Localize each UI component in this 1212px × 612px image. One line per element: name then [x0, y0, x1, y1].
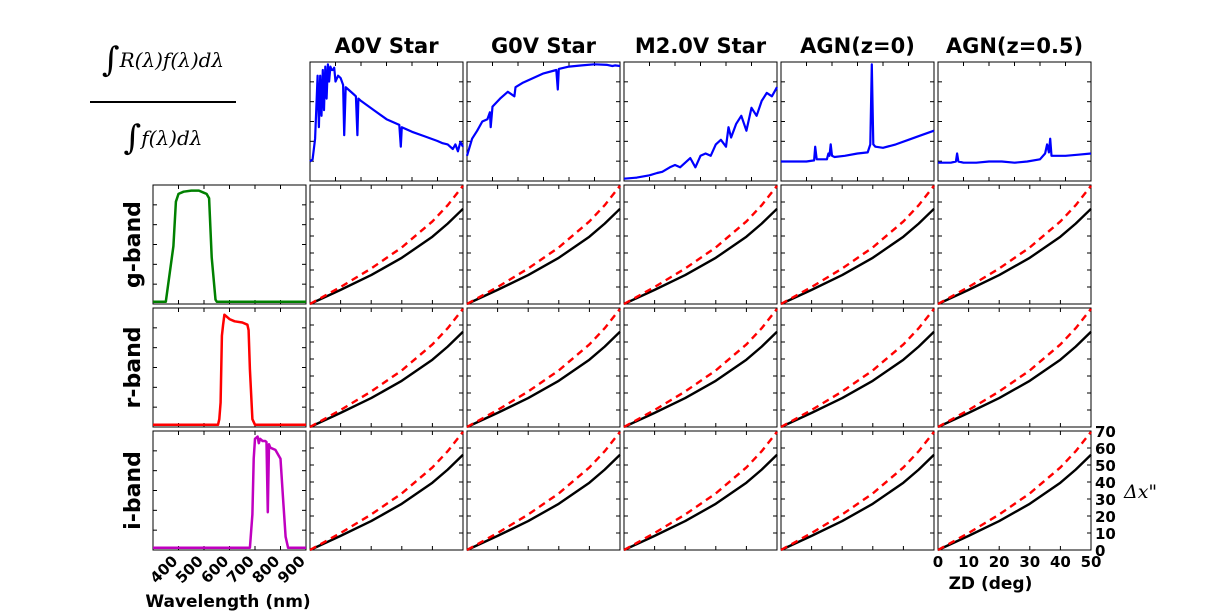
column-title: AGN(z=0.5) — [946, 34, 1083, 58]
spectrum-panel-frame — [780, 61, 935, 182]
spectrum-panel-frame — [309, 61, 464, 182]
refraction-solid-line — [623, 453, 778, 552]
refraction-panel-frame — [623, 184, 778, 305]
integral-sign: ∫ — [123, 118, 142, 158]
spectrum-line — [465, 63, 621, 157]
refraction-panel-frame — [937, 307, 1092, 428]
refraction-solid-line — [309, 330, 464, 429]
zd-tick-label: 30 — [1019, 553, 1040, 571]
delta-x-tick-label: 40 — [1095, 474, 1116, 492]
refraction-solid-line — [309, 207, 464, 306]
spectrum-panel-frame — [623, 61, 778, 182]
refraction-panel-frame — [780, 430, 935, 551]
refraction-panel-frame — [466, 307, 621, 428]
delta-x-tick-label: 0 — [1095, 542, 1105, 560]
refraction-panel-frame — [937, 184, 1092, 305]
refraction-solid-line — [937, 453, 1092, 552]
refraction-dashed-line — [309, 308, 464, 429]
refraction-panel-frame — [623, 430, 778, 551]
refraction-dashed-line — [466, 308, 621, 429]
refraction-dashed-line — [937, 431, 1092, 552]
refraction-solid-line — [780, 330, 935, 429]
zd-tick-label: 10 — [958, 553, 979, 571]
refraction-dashed-line — [309, 431, 464, 552]
zd-axis-label: ZD (deg) — [949, 574, 1033, 594]
delta-x-tick-label: 30 — [1095, 491, 1116, 509]
wavelength-tick-label: 900 — [274, 552, 309, 587]
refraction-solid-line — [466, 453, 621, 552]
spectrum-line — [781, 63, 935, 163]
refraction-dashed-line — [309, 185, 464, 306]
refraction-dashed-line — [623, 185, 778, 306]
row-label: i-band — [121, 451, 146, 530]
column-title: M2.0V Star — [635, 34, 767, 58]
formula-fraction-bar — [90, 101, 236, 103]
refraction-panel-frame — [466, 430, 621, 551]
delta-x-tick-label: 10 — [1095, 525, 1116, 543]
refraction-dashed-line — [937, 308, 1092, 429]
band-response-panel-frame — [152, 307, 307, 428]
delta-x-axis-label: Δx" — [1123, 481, 1157, 503]
band-response-line — [153, 189, 306, 304]
refraction-solid-line — [937, 207, 1092, 306]
row-label: g-band — [121, 201, 146, 288]
delta-x-tick-label: 50 — [1095, 457, 1116, 475]
refraction-panel-frame — [309, 430, 464, 551]
column-title: A0V Star — [334, 34, 439, 58]
refraction-dashed-line — [466, 185, 621, 306]
refraction-panel-frame — [780, 307, 935, 428]
normalized-integral-formula: ∫R(λ)f(λ)dλ ∫f(λ)dλ — [90, 40, 236, 162]
formula-numerator: ∫R(λ)f(λ)dλ — [101, 40, 225, 80]
refraction-dashed-line — [780, 185, 935, 306]
refraction-dashed-line — [466, 431, 621, 552]
spectrum-line — [623, 86, 778, 180]
delta-x-tick-label: 20 — [1095, 508, 1116, 526]
zd-tick-label: 50 — [1081, 553, 1102, 571]
delta-x-tick-label: 60 — [1095, 440, 1116, 458]
refraction-solid-line — [623, 207, 778, 306]
spectrum-line — [938, 137, 1092, 164]
zd-tick-label: 40 — [1050, 553, 1071, 571]
formula-denominator: ∫f(λ)dλ — [123, 118, 203, 158]
refraction-panel-frame — [623, 307, 778, 428]
refraction-dashed-line — [937, 185, 1092, 306]
refraction-solid-line — [466, 207, 621, 306]
column-title: AGN(z=0) — [800, 34, 915, 58]
refraction-solid-line — [780, 207, 935, 306]
refraction-dashed-line — [623, 431, 778, 552]
delta-x-tick-label: 70 — [1095, 423, 1116, 441]
band-response-line — [153, 435, 306, 550]
refraction-solid-line — [466, 330, 621, 429]
zd-tick-label: 20 — [989, 553, 1010, 571]
refraction-solid-line — [937, 330, 1092, 429]
column-title: G0V Star — [491, 34, 597, 58]
row-label: r-band — [121, 327, 146, 409]
refraction-solid-line — [780, 453, 935, 552]
refraction-dashed-line — [780, 308, 935, 429]
wavelength-axis-label: Wavelength (nm) — [145, 592, 310, 612]
refraction-solid-line — [623, 330, 778, 429]
spectrum-line — [309, 63, 464, 163]
refraction-panel-frame — [780, 184, 935, 305]
refraction-dashed-line — [623, 308, 778, 429]
refraction-dashed-line — [780, 431, 935, 552]
integral-sign: ∫ — [101, 40, 120, 80]
refraction-panel-frame — [309, 184, 464, 305]
refraction-panel-frame — [937, 430, 1092, 551]
refraction-panel-frame — [466, 184, 621, 305]
refraction-solid-line — [309, 453, 464, 552]
refraction-panel-frame — [309, 307, 464, 428]
band-response-line — [153, 313, 306, 427]
zd-tick-label: 0 — [933, 553, 943, 571]
